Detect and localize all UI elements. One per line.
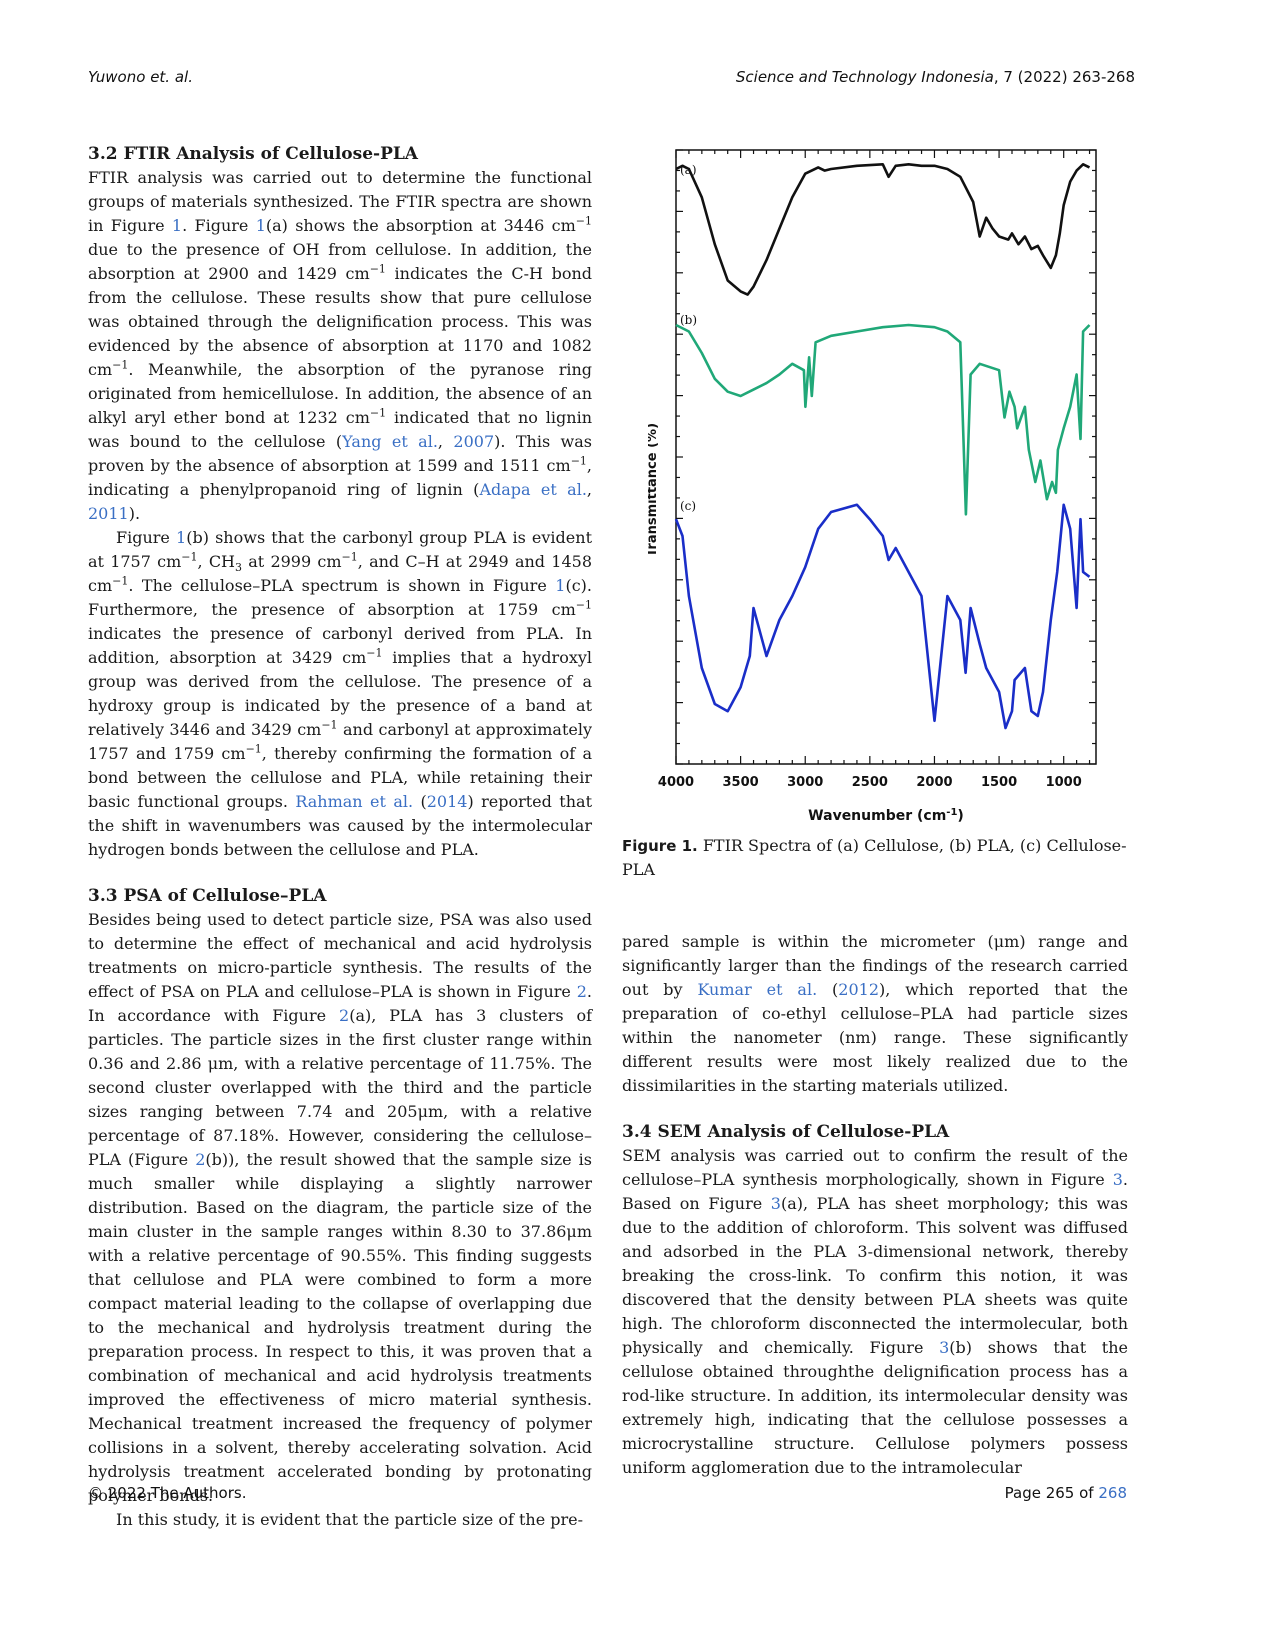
caption-label: Figure 1. xyxy=(622,837,698,855)
ftir-spectra-figure: (a) (b) (c) 4000 3500 3000 2500 2000 1500 1000 T… xyxy=(648,149,1097,824)
citation-link[interactable]: Adapa et al. xyxy=(479,480,587,499)
x-tick-label: 1000 xyxy=(1046,775,1082,790)
x-tick-label: 2500 xyxy=(852,775,888,790)
citation-year-link[interactable]: 2007 xyxy=(453,432,495,451)
x-tick-label: 3500 xyxy=(723,775,759,790)
spectrum-line-3 xyxy=(674,503,1091,730)
citation-link[interactable]: Kumar et al. xyxy=(697,980,818,999)
x-axis-label: Wavenumber (cm-1) xyxy=(808,807,964,824)
figure-link[interactable]: 1 xyxy=(171,216,183,235)
right-column: pared sample is within the micrometer (μ… xyxy=(622,930,1128,1480)
figure-link[interactable]: 3 xyxy=(939,1338,950,1357)
panel-label: (a) xyxy=(680,163,697,177)
paragraph-ftir-1: FTIR analysis was carried out to determi… xyxy=(88,168,593,523)
figure-link[interactable]: 2 xyxy=(339,1006,350,1025)
paragraph-psa-continued: pared sample is within the micrometer (μ… xyxy=(622,932,1129,1095)
axis-ticks xyxy=(675,149,1096,765)
figure-link[interactable]: 1 xyxy=(255,216,266,235)
citation-year-link[interactable]: 2012 xyxy=(838,980,880,999)
figure-link[interactable]: 3 xyxy=(1112,1170,1123,1189)
x-tick-label: 1500 xyxy=(981,775,1017,790)
figure-link[interactable]: 1 xyxy=(555,576,566,595)
paragraph-ftir-2: Figure 1(b) shows that the carbonyl grou… xyxy=(88,528,593,859)
journal-volume: , 7 (2022) 263-268 xyxy=(993,68,1135,86)
figure-caption: Figure 1. FTIR Spectra of (a) Cellulose,… xyxy=(622,834,1128,882)
citation-year-link[interactable]: 2011 xyxy=(88,504,129,523)
spectrum-line-1 xyxy=(675,163,1091,296)
x-tick-label: 4000 xyxy=(658,775,694,790)
total-pages-link[interactable]: 268 xyxy=(1098,1484,1127,1502)
panel-label: (b) xyxy=(680,313,697,327)
section-heading-psa: 3.3 PSA of Cellulose–PLA xyxy=(88,886,327,906)
journal-name: Science and Technology Indonesia xyxy=(735,68,994,86)
citation-year-link[interactable]: 2014 xyxy=(426,792,468,811)
panel-label: (c) xyxy=(680,499,696,513)
figure-link[interactable]: 3 xyxy=(770,1194,781,1213)
running-header-journal: Science and Technology Indonesia, 7 (202… xyxy=(736,68,1135,86)
spectra-curves xyxy=(674,163,1091,730)
x-tick-label: 3000 xyxy=(787,775,823,790)
section-heading-sem: 3.4 SEM Analysis of Cellulose-PLA xyxy=(622,1122,950,1142)
figure-link[interactable]: 2 xyxy=(576,982,587,1001)
citation-link[interactable]: Yang et al. xyxy=(342,432,438,451)
x-tick-label: 2000 xyxy=(916,775,952,790)
plot-frame xyxy=(675,149,1097,765)
figure-link[interactable]: 1 xyxy=(176,528,187,547)
figure-link[interactable]: 2 xyxy=(195,1150,206,1169)
paragraph-psa-2: In this study, it is evident that the pa… xyxy=(116,1510,584,1529)
panel-labels: (a) (b) (c) xyxy=(680,163,697,513)
paragraph-sem-1: SEM analysis was carried out to confirm … xyxy=(622,1146,1128,1477)
caption-text: FTIR Spectra of (a) Cellulose, (b) PLA, … xyxy=(622,836,1127,879)
section-heading-ftir: 3.2 FTIR Analysis of Cellulose-PLA xyxy=(88,144,418,164)
y-axis-label: Transmittance (%) xyxy=(648,423,660,557)
citation-link[interactable]: Rahman et al. xyxy=(295,792,414,811)
spectrum-line-2 xyxy=(675,323,1091,516)
running-header-authors: Yuwono et. al. xyxy=(88,68,193,86)
x-tick-labels: 4000 3500 3000 2500 2000 1500 1000 xyxy=(658,775,1082,790)
paragraph-psa-1: Besides being used to detect particle si… xyxy=(88,910,593,1505)
footer-page-number: Page 265 of 268 xyxy=(1004,1484,1127,1502)
footer-copyright: © 2022 The Authors. xyxy=(88,1484,247,1502)
left-column: 3.2 FTIR Analysis of Cellulose-PLA FTIR … xyxy=(88,142,592,1532)
